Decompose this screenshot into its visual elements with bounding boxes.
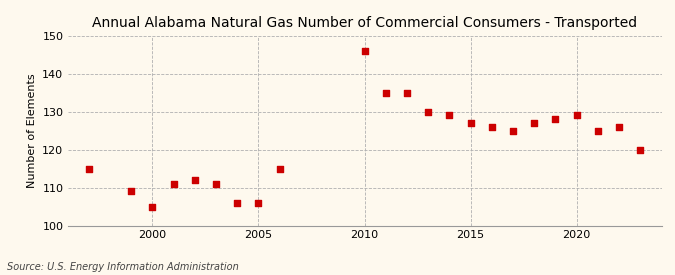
Point: [147, 204, 158, 209]
Point: [593, 128, 603, 133]
Point: [487, 125, 497, 129]
Point: [83, 166, 94, 171]
Point: [614, 125, 624, 129]
Text: Source: U.S. Energy Information Administration: Source: U.S. Energy Information Administ…: [7, 262, 238, 272]
Point: [423, 109, 433, 114]
Point: [380, 90, 391, 95]
Point: [253, 200, 264, 205]
Point: [571, 113, 582, 118]
Point: [550, 117, 561, 122]
Point: [359, 49, 370, 53]
Point: [126, 189, 136, 194]
Point: [274, 166, 285, 171]
Point: [402, 90, 412, 95]
Point: [168, 182, 179, 186]
Title: Annual Alabama Natural Gas Number of Commercial Consumers - Transported: Annual Alabama Natural Gas Number of Com…: [92, 16, 637, 31]
Point: [211, 182, 221, 186]
Point: [635, 147, 646, 152]
Point: [508, 128, 518, 133]
Point: [529, 121, 539, 125]
Point: [232, 200, 242, 205]
Point: [190, 178, 200, 182]
Y-axis label: Number of Elements: Number of Elements: [26, 73, 36, 188]
Point: [444, 113, 455, 118]
Point: [465, 121, 476, 125]
